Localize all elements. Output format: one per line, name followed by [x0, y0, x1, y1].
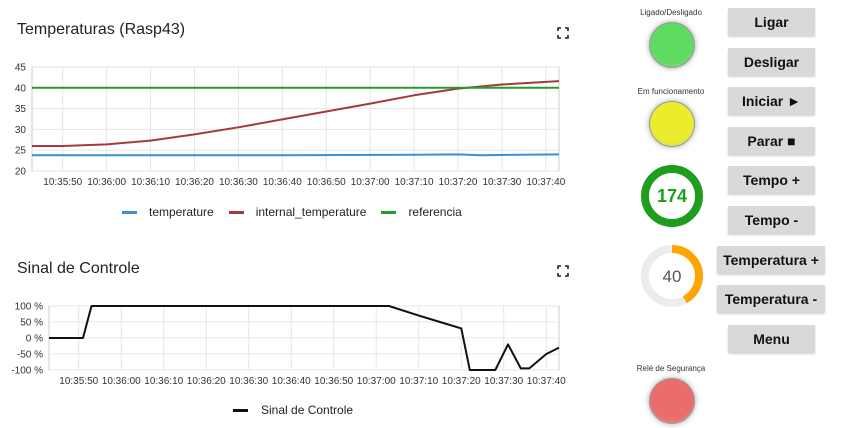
control-legend: Sinal de Controle: [233, 403, 353, 417]
y-tick-label: 50 %: [20, 318, 43, 329]
x-tick-label: 10:36:20: [187, 376, 226, 387]
temperature-gauge-arc: [641, 245, 703, 307]
tempo-plus-button[interactable]: Tempo +: [728, 166, 815, 193]
y-tick-label: 40: [15, 83, 27, 94]
running-status-label: Em funcionamento: [637, 87, 705, 96]
time-gauge-value: 174: [657, 186, 687, 206]
x-tick-label: 10:36:30: [219, 177, 258, 188]
desligar-button[interactable]: Desligar: [728, 48, 815, 75]
x-tick-label: 10:37:10: [399, 376, 438, 387]
y-tick-label: -100 %: [11, 366, 43, 377]
legend-swatch-referencia: [381, 210, 397, 214]
power-status-led: [649, 22, 695, 68]
y-tick-label: -50 %: [17, 350, 43, 361]
control-signal-chart: 100 % 50 % 0 % -50 % -100 % 10:35:50 10:36:00…: [11, 302, 566, 388]
y-tick-label: 25: [15, 146, 27, 157]
running-status-led: [649, 101, 695, 147]
x-tick-label: 10:36:00: [102, 376, 141, 387]
x-tick-label: 10:36:00: [87, 177, 126, 188]
temp-legend: temperature internal_temperature referen…: [122, 205, 462, 219]
safety-relay-label: Relé de Segurança: [636, 364, 706, 373]
legend-swatch-sinal-de-controle: [233, 408, 248, 412]
ligar-button[interactable]: Ligar: [728, 8, 815, 35]
x-tick-label: 10:36:50: [314, 376, 353, 387]
x-tick-label: 10:36:40: [263, 177, 302, 188]
legend-label-temperature: temperature: [149, 205, 214, 219]
x-tick-label: 10:36:40: [272, 376, 311, 387]
x-tick-label: 10:37:10: [395, 177, 434, 188]
x-tick-label: 10:37:20: [439, 177, 478, 188]
series-line-internal-temperature: [32, 80, 560, 147]
temperatura-minus-button[interactable]: Temperatura -: [717, 285, 825, 312]
temperature-gauge-value: 40: [663, 267, 682, 286]
menu-button[interactable]: Menu: [728, 325, 815, 352]
temperatura-plus-button[interactable]: Temperatura +: [717, 246, 825, 273]
x-tick-label: 10:37:30: [482, 177, 521, 188]
time-gauge-arc: [641, 165, 703, 227]
safety-relay-led: [649, 378, 695, 424]
x-tick-label: 10:36:30: [229, 376, 268, 387]
y-tick-label: 35: [15, 104, 27, 115]
x-tick-label: 10:37:20: [442, 376, 481, 387]
x-tick-label: 10:37:40: [526, 177, 565, 188]
x-tick-label: 10:37:30: [484, 376, 523, 387]
series-line-temperature: [32, 153, 560, 157]
x-tick-label: 10:37:00: [357, 376, 396, 387]
temp-chart-title: Temperaturas (Rasp43): [17, 21, 186, 38]
x-tick-label: 10:36:10: [144, 376, 183, 387]
x-tick-label: 10:36:10: [131, 177, 170, 188]
expand-icon[interactable]: [557, 265, 569, 277]
y-tick-label: 45: [15, 63, 27, 74]
temperature-gauge: 40: [641, 245, 703, 307]
iniciar-button[interactable]: Iniciar ►: [728, 87, 815, 114]
x-tick-label: 10:36:50: [307, 177, 346, 188]
x-tick-label: 10:37:00: [351, 177, 390, 188]
legend-label-referencia: referencia: [408, 205, 462, 219]
x-tick-label: 10:35:50: [43, 177, 82, 188]
x-tick-label: 10:37:40: [527, 376, 566, 387]
power-status-label: Ligado/Desligado: [640, 8, 702, 17]
legend-label-sinal-de-controle: Sinal de Controle: [261, 403, 354, 417]
y-tick-label: 30: [15, 125, 27, 136]
control-chart-title: Sinal de Controle: [17, 260, 140, 277]
legend-swatch-internal-temperature: [228, 210, 244, 214]
expand-icon[interactable]: [557, 27, 569, 39]
x-tick-label: 10:35:50: [59, 376, 98, 387]
y-tick-label: 100 %: [15, 302, 43, 313]
y-tick-label: 0 %: [26, 334, 43, 345]
x-tick-label: 10:36:20: [175, 177, 214, 188]
y-tick-label: 20: [15, 167, 27, 178]
parar-button[interactable]: Parar ■: [728, 127, 815, 154]
temperature-chart: 45 40 35 30 25 20 10:35:50 10:36:00 10:36:10 10:…: [15, 63, 566, 189]
series-line-sinal-de-controle: [49, 305, 560, 371]
legend-swatch-temperature: [122, 210, 137, 214]
legend-label-internal-temperature: internal_temperature: [255, 205, 367, 219]
tempo-minus-button[interactable]: Tempo -: [728, 206, 815, 233]
time-gauge: 174: [641, 165, 703, 227]
